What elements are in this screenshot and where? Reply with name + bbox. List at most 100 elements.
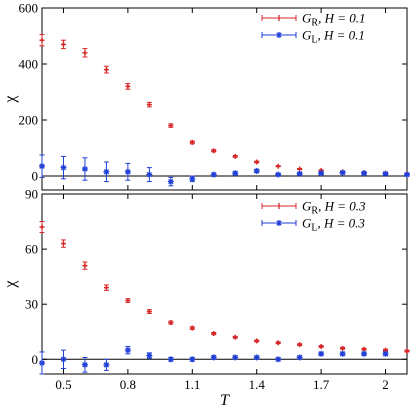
star-marker — [82, 166, 88, 172]
data-point — [103, 284, 109, 291]
data-point — [318, 350, 325, 357]
plot-frame — [41, 193, 408, 375]
legend-entry: GR, H = 0.1 — [261, 11, 365, 29]
data-point — [382, 170, 389, 177]
legend-label: GR, H = 0.3 — [302, 199, 366, 217]
data-point — [210, 354, 217, 361]
series-1 — [39, 345, 389, 375]
data-point — [253, 167, 260, 174]
data-point — [39, 351, 45, 375]
data-point — [275, 340, 281, 346]
star-marker — [318, 351, 324, 357]
data-point — [339, 350, 346, 357]
data-point — [167, 356, 174, 363]
star-marker — [146, 171, 153, 178]
star-marker — [39, 360, 45, 366]
data-point — [60, 39, 66, 50]
legend-entry: GL, H = 0.1 — [261, 28, 365, 46]
star-marker — [168, 178, 174, 185]
data-point — [361, 170, 368, 177]
star-marker — [275, 171, 281, 178]
data-point — [275, 171, 282, 178]
data-point — [146, 352, 153, 359]
x-tick-label: 2 — [382, 377, 389, 392]
star-marker — [82, 362, 88, 368]
data-point — [232, 354, 239, 361]
data-point — [189, 325, 195, 331]
data-point — [275, 163, 281, 169]
legend-entry: GR, H = 0.3 — [261, 199, 366, 217]
data-point — [210, 171, 217, 178]
star-marker — [382, 351, 389, 357]
data-point — [39, 34, 45, 47]
series-0 — [39, 34, 410, 177]
y-tick-label: 30 — [25, 297, 38, 312]
star-marker — [361, 351, 367, 357]
star-marker — [232, 170, 238, 176]
star-marker — [339, 351, 346, 357]
data-point — [339, 169, 346, 176]
top-panel: 0 200 400 600 χ GR, H = 0.1GL, H = 0.1 — [2, 1, 410, 191]
data-point — [382, 350, 389, 357]
x-tick-label: 1.4 — [249, 377, 266, 392]
star-marker — [39, 163, 45, 169]
x-axis-label: T — [220, 392, 230, 409]
star-marker — [361, 170, 367, 176]
x-tick-label: 0.8 — [120, 377, 136, 392]
data-point — [211, 148, 217, 154]
x-tick-label: 0.5 — [55, 377, 71, 392]
data-point — [39, 221, 45, 234]
data-point — [146, 101, 152, 108]
data-point — [82, 261, 88, 270]
y-tick-label: 600 — [19, 1, 39, 16]
data-point — [39, 154, 45, 178]
star-marker — [254, 168, 260, 174]
data-point — [103, 358, 110, 371]
data-point — [167, 176, 174, 187]
data-point — [254, 338, 260, 344]
data-point — [146, 167, 153, 183]
data-point — [296, 170, 303, 177]
legend-entry: GL, H = 0.3 — [261, 216, 365, 234]
data-point — [297, 342, 303, 348]
data-point — [340, 345, 346, 351]
y-tick-label: 90 — [25, 187, 38, 202]
legend-label: GL, H = 0.1 — [302, 28, 365, 46]
star-marker — [404, 171, 410, 178]
data-point — [361, 350, 368, 357]
plot-frame — [41, 7, 408, 191]
data-point — [404, 348, 410, 354]
star-marker — [339, 169, 346, 176]
data-point — [82, 48, 88, 58]
star-marker — [189, 356, 195, 362]
data-point — [60, 239, 66, 248]
data-point — [124, 162, 131, 181]
star-marker — [318, 170, 324, 176]
data-point — [253, 354, 260, 361]
star-marker — [296, 171, 303, 177]
data-point — [318, 170, 325, 177]
star-marker — [103, 362, 110, 368]
data-point — [60, 349, 67, 369]
legend-label: GL, H = 0.3 — [302, 216, 365, 234]
star-marker — [189, 176, 195, 182]
star-marker — [60, 356, 67, 362]
data-point — [103, 161, 110, 183]
y-tick-label: 0 — [32, 169, 39, 184]
star-marker — [275, 356, 281, 362]
star-marker — [168, 356, 174, 362]
data-point — [232, 170, 239, 177]
star-marker — [254, 354, 260, 361]
series-0 — [39, 221, 410, 354]
data-point — [275, 356, 282, 363]
data-point — [168, 320, 174, 326]
data-point — [189, 356, 196, 363]
star-marker — [296, 354, 303, 361]
data-point — [296, 354, 303, 361]
data-point — [125, 298, 131, 304]
data-point — [189, 139, 195, 145]
series-1 — [39, 154, 410, 187]
data-point — [125, 83, 131, 90]
data-point — [232, 334, 238, 340]
y-axis-label: χ — [2, 95, 19, 104]
